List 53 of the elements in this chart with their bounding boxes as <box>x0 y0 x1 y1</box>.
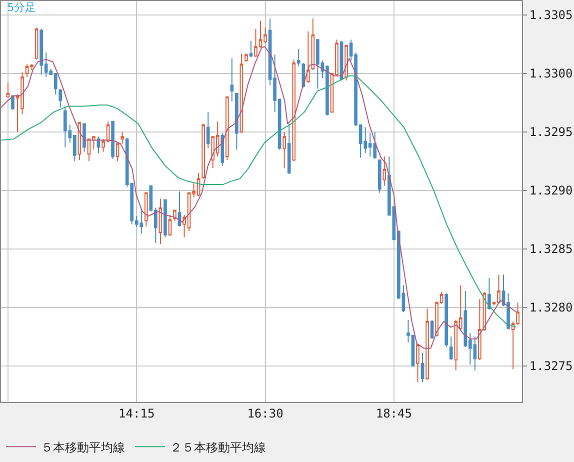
candlestick <box>344 44 348 81</box>
x-tick-label: 16:30 <box>247 406 284 420</box>
candlestick <box>34 27 38 60</box>
candlestick <box>449 336 453 360</box>
y-tick-label: 1.3290 <box>529 184 573 198</box>
candlestick <box>82 123 86 152</box>
candlestick <box>296 48 300 67</box>
candlestick <box>302 62 306 88</box>
y-tick-label: 1.3275 <box>529 358 573 373</box>
y-tick-label: 1.3300 <box>529 66 573 81</box>
candlestick <box>235 92 238 150</box>
candlestick <box>416 344 420 383</box>
candlestick <box>164 199 167 238</box>
candlestick <box>292 58 296 162</box>
candlestick <box>144 192 148 228</box>
candlestick <box>311 18 315 70</box>
candlestick <box>282 131 286 169</box>
candlestick <box>444 292 448 348</box>
candlestick <box>382 156 386 186</box>
candlestick <box>111 120 114 160</box>
candlestick <box>378 160 382 194</box>
candlestick <box>11 95 14 110</box>
candlestick <box>206 112 210 149</box>
legend-label: ５本移動平均線 <box>41 440 125 454</box>
candlestick <box>426 308 429 380</box>
candlestick <box>225 96 229 160</box>
x-tick-label: 18:45 <box>376 406 412 420</box>
candlestick <box>58 89 62 108</box>
line-series <box>1 75 517 328</box>
x-tick-label: 14:15 <box>118 406 155 420</box>
legend-label: ２５本移動平均線 <box>170 440 266 454</box>
y-tick-label: 1.3295 <box>529 125 573 140</box>
y-tick-label: 1.3285 <box>529 242 573 256</box>
candlestick <box>202 123 205 180</box>
candlestick <box>488 278 491 310</box>
candlestick <box>158 198 162 245</box>
y-tick-label: 1.3305 <box>529 8 573 22</box>
candlestick <box>230 58 234 102</box>
y-tick-label: 1.3280 <box>529 300 573 314</box>
candlestick <box>306 30 310 84</box>
candlestick <box>178 191 182 228</box>
candlestick <box>420 352 424 383</box>
line-series <box>1 46 517 349</box>
candlestick <box>220 132 224 166</box>
candlestick <box>116 143 120 162</box>
candlestick <box>6 82 10 98</box>
candlestick <box>249 40 253 58</box>
candlestick <box>244 53 248 62</box>
candlestick <box>287 123 291 175</box>
candlestick <box>168 214 172 236</box>
chart-title: 5分足 <box>7 0 36 14</box>
candlestick <box>120 131 124 144</box>
candlestick <box>96 136 100 154</box>
